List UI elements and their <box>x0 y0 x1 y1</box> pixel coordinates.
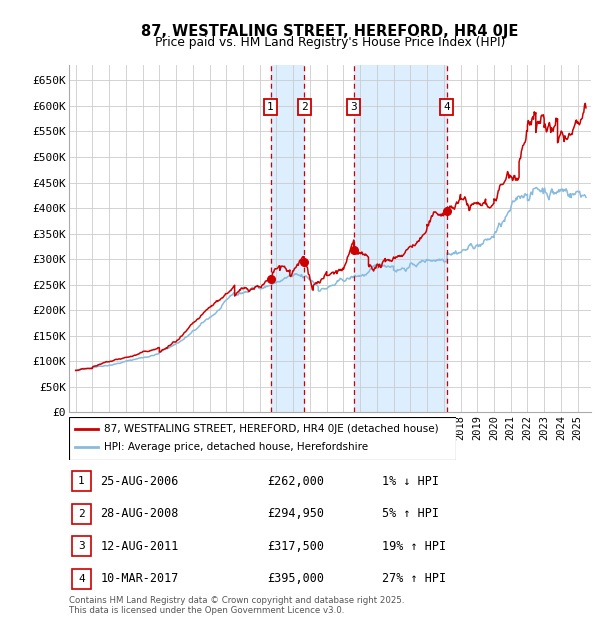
Bar <box>354 65 447 412</box>
Text: 28-AUG-2008: 28-AUG-2008 <box>100 507 179 520</box>
Bar <box>271 65 304 412</box>
Bar <box>71 471 91 492</box>
Text: 5% ↑ HPI: 5% ↑ HPI <box>382 507 439 520</box>
Text: 3: 3 <box>350 102 357 112</box>
Text: £294,950: £294,950 <box>268 507 325 520</box>
Bar <box>71 569 91 589</box>
Text: 1: 1 <box>267 102 274 112</box>
Text: 4: 4 <box>443 102 451 112</box>
Text: £262,000: £262,000 <box>268 475 325 488</box>
Text: 1: 1 <box>78 476 85 486</box>
Text: 87, WESTFALING STREET, HEREFORD, HR4 0JE: 87, WESTFALING STREET, HEREFORD, HR4 0JE <box>142 24 518 38</box>
Text: 10-MAR-2017: 10-MAR-2017 <box>100 572 179 585</box>
Text: 1% ↓ HPI: 1% ↓ HPI <box>382 475 439 488</box>
Bar <box>71 503 91 524</box>
Text: 25-AUG-2006: 25-AUG-2006 <box>100 475 179 488</box>
Text: 2: 2 <box>78 509 85 519</box>
Bar <box>71 536 91 557</box>
Text: 27% ↑ HPI: 27% ↑ HPI <box>382 572 446 585</box>
Text: £395,000: £395,000 <box>268 572 325 585</box>
Text: 87, WESTFALING STREET, HEREFORD, HR4 0JE (detached house): 87, WESTFALING STREET, HEREFORD, HR4 0JE… <box>104 424 439 434</box>
Text: £317,500: £317,500 <box>268 540 325 553</box>
Text: Contains HM Land Registry data © Crown copyright and database right 2025.
This d: Contains HM Land Registry data © Crown c… <box>69 596 404 615</box>
Text: 12-AUG-2011: 12-AUG-2011 <box>100 540 179 553</box>
Text: HPI: Average price, detached house, Herefordshire: HPI: Average price, detached house, Here… <box>104 442 368 452</box>
Text: 2: 2 <box>301 102 308 112</box>
Text: 4: 4 <box>78 574 85 584</box>
Text: 19% ↑ HPI: 19% ↑ HPI <box>382 540 446 553</box>
Text: Price paid vs. HM Land Registry's House Price Index (HPI): Price paid vs. HM Land Registry's House … <box>155 36 505 49</box>
Text: 3: 3 <box>78 541 85 551</box>
